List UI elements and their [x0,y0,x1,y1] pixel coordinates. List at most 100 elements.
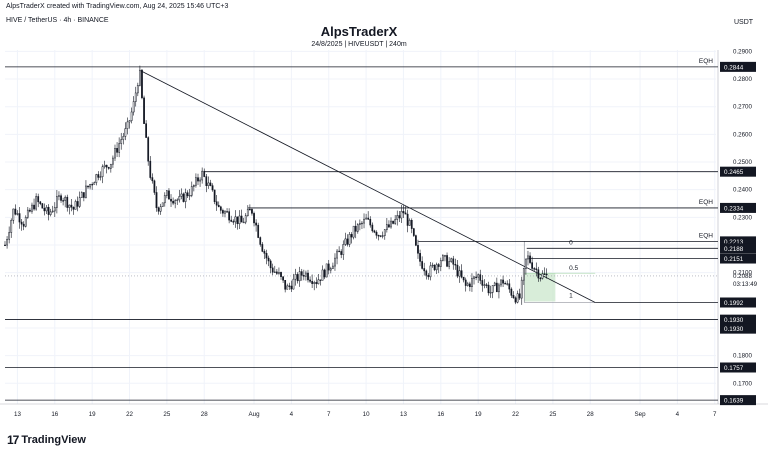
candle-body [342,244,345,255]
price-label: 0.2844 [724,64,744,71]
candle-body [456,264,459,277]
candle-body [278,272,280,274]
candle-body [95,174,98,183]
candle-body [348,234,351,245]
candle-body [163,195,166,204]
x-tick-label: 16 [51,411,58,418]
candle-body [427,275,430,278]
candle-body [429,265,432,278]
y-tick-label: 0.2700 [733,104,752,111]
candle-body [315,282,318,285]
candle-body [226,211,228,213]
candle-body [114,148,116,159]
candle-body [39,201,42,204]
candle-body [468,283,471,288]
candle-body [533,268,536,270]
price-label-box [720,323,756,334]
candle-body [255,222,257,226]
price-label-box [720,253,756,264]
candle-body [340,251,343,255]
candle-body [502,279,504,284]
candle-body [259,237,262,245]
candle-body [410,220,413,229]
candle-body [506,283,509,285]
candle-body [325,263,328,278]
candle-body [16,213,19,215]
x-tick-label: 10 [363,411,370,418]
candle-body [203,170,206,177]
y-tick-label: 0.2800 [733,76,752,83]
candle-body [143,97,145,124]
symbol-info[interactable]: HIVE / TetherUS · 4h · BINANCE [6,17,109,24]
candle-body [157,207,160,212]
candle-body [18,213,21,223]
candle-body [64,196,67,201]
candle-body [124,128,127,137]
candle-body [66,196,69,208]
candle-body [53,207,56,212]
tradingview-logo[interactable]: 17 TradingView [7,433,86,447]
candle-body [294,274,297,280]
candle-body [311,281,314,284]
candle-body [26,209,29,218]
candle-body [267,257,270,262]
price-label-box [720,395,756,406]
candle-body [431,264,434,267]
candle-body [122,136,125,140]
price-label: 0.2213 [724,239,744,246]
candle-body [201,170,204,181]
candle-body [485,284,488,286]
candle-body [412,228,415,236]
candle-body [195,177,197,186]
candle-body [323,269,326,278]
candle-body [219,206,222,211]
tradingview-logo-icon: 17 [7,433,19,447]
x-tick-label: 28 [201,411,208,418]
candle-body [359,223,361,225]
candle-body [249,208,251,211]
chart-subtitle: 24/8/2025 | HIVEUSDT | 240m [311,41,407,48]
candle-body [280,272,282,277]
candle-body [415,235,417,246]
candle-body [139,69,141,86]
candle-body [350,234,353,238]
candle-body [215,201,218,206]
countdown-label: 03:13:49 [733,281,758,288]
x-tick-label: 19 [89,411,96,418]
candle-body [166,190,168,196]
candle-body [168,190,170,200]
fib-label-0: 0 [569,239,573,246]
candle-body [363,218,365,224]
candle-body [188,195,191,197]
candle-body [466,283,469,286]
candle-body [170,198,172,202]
fib-zone-box [524,273,556,302]
candle-body [444,255,446,257]
candle-body [172,200,174,204]
candle-body [224,211,226,214]
candle-body [514,297,517,303]
candle-body [298,271,301,282]
candle-body [58,195,60,197]
candle-body [132,101,135,113]
candle-body [292,278,295,290]
trendline [140,70,596,303]
candle-body [288,285,291,287]
x-tick-label: 19 [475,411,482,418]
candle-body [153,180,156,193]
candle-body [539,277,542,280]
candle-body [282,276,284,281]
candle-body [141,69,143,99]
candle-body [321,269,324,281]
candle-body [425,270,428,276]
price-label-box [720,243,756,254]
x-tick-label: 13 [14,411,21,418]
candle-body [269,260,272,269]
candle-body [442,255,444,261]
candle-body [178,196,181,201]
candle-body [76,201,79,207]
candle-body [232,221,235,223]
price-label: 0.1930 [724,326,744,333]
candle-body [197,177,199,182]
